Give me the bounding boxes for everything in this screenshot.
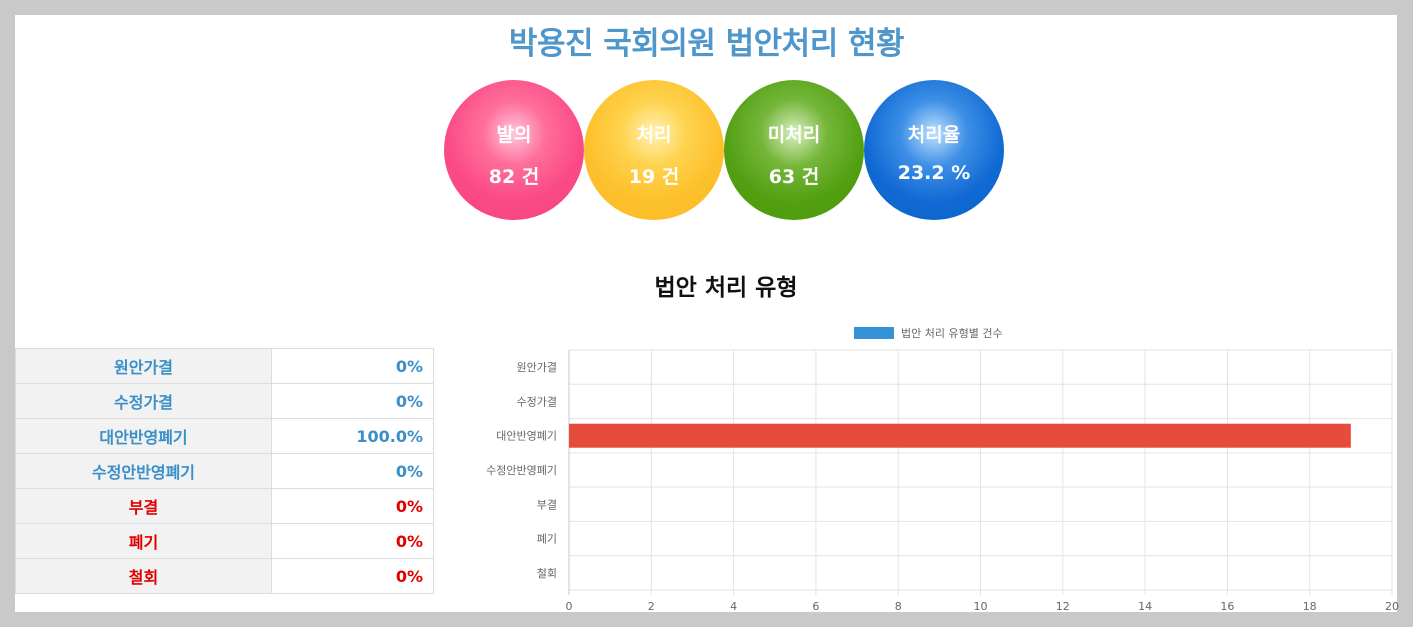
row-name: 수정가결: [15, 383, 272, 419]
row-pct: 0%: [271, 523, 434, 559]
stat-unprocessed-value: 63 건: [768, 166, 820, 188]
stat-proposed-label: 발의: [496, 124, 532, 146]
y-category-label: 부결: [537, 498, 557, 511]
x-tick-label: 4: [730, 600, 737, 613]
table-row: 부결 0%: [15, 488, 434, 524]
row-pct: 100.0%: [271, 418, 434, 454]
type-table: 원안가결 0% 수정가결 0% 대안반영폐기 100.0% 수정안반영폐기 0%…: [15, 348, 434, 594]
table-row: 철회 0%: [15, 558, 434, 594]
y-category-label: 원안가결: [517, 361, 557, 374]
x-tick-label: 6: [812, 600, 819, 613]
section-title: 법안 처리 유형: [654, 275, 798, 301]
stat-rate-value: 23.2 %: [897, 162, 971, 184]
table-row: 수정가결 0%: [15, 383, 434, 419]
y-category-label: 수정안반영폐기: [486, 464, 557, 477]
x-tick-label: 16: [1220, 600, 1234, 613]
row-pct: 0%: [271, 348, 434, 384]
x-tick-label: 8: [895, 600, 902, 613]
legend-swatch: [854, 327, 894, 339]
page-title: 박용진 국회의원 법안처리 현황: [508, 26, 905, 62]
row-name: 부결: [15, 488, 272, 524]
stat-rate-label: 처리율: [907, 124, 961, 146]
stat-processed-circle: 처리 19 건: [584, 80, 724, 220]
row-name: 수정안반영폐기: [15, 453, 272, 489]
y-category-label: 대안반영폐기: [496, 430, 557, 443]
row-name: 폐기: [15, 523, 272, 559]
legend-label: 법안 처리 유형별 건수: [901, 327, 1003, 340]
stat-unprocessed-circle: 미처리 63 건: [724, 80, 864, 220]
table-row: 원안가결 0%: [15, 348, 434, 384]
row-name: 대안반영폐기: [15, 418, 272, 454]
x-tick-label: 10: [974, 600, 988, 613]
x-tick-label: 12: [1056, 600, 1070, 613]
row-pct: 0%: [271, 488, 434, 524]
stat-processed-label: 처리: [636, 124, 672, 146]
y-category-label: 폐기: [537, 533, 557, 546]
bar-chart: 0 2 4 6 8 10 12 14 16 18 20 원안가결수정가결대안반영폐기수정안반영폐기부결…: [486, 327, 1399, 613]
table-row: 수정안반영폐기 0%: [15, 453, 434, 489]
bar: [569, 423, 1351, 448]
x-tick-label: 0: [566, 600, 573, 613]
x-tick-label: 14: [1138, 600, 1152, 613]
stat-rate-circle: 처리율 23.2 %: [864, 80, 1004, 220]
stat-proposed-circle: 발의 82 건: [444, 80, 584, 220]
x-tick-label: 2: [648, 600, 655, 613]
table-row: 폐기 0%: [15, 523, 434, 559]
stat-unprocessed-label: 미처리: [767, 124, 821, 146]
row-name: 철회: [15, 558, 272, 594]
y-category-label: 수정가결: [517, 395, 557, 408]
row-name: 원안가결: [15, 348, 272, 384]
x-tick-label: 18: [1303, 600, 1317, 613]
row-pct: 0%: [271, 558, 434, 594]
y-category-label: 철회: [537, 567, 557, 580]
stat-processed-value: 19 건: [628, 166, 680, 188]
stat-proposed-value: 82 건: [488, 166, 540, 188]
row-pct: 0%: [271, 453, 434, 489]
row-pct: 0%: [271, 383, 434, 419]
table-row: 대안반영폐기 100.0%: [15, 418, 434, 454]
x-tick-label: 20: [1385, 600, 1399, 613]
